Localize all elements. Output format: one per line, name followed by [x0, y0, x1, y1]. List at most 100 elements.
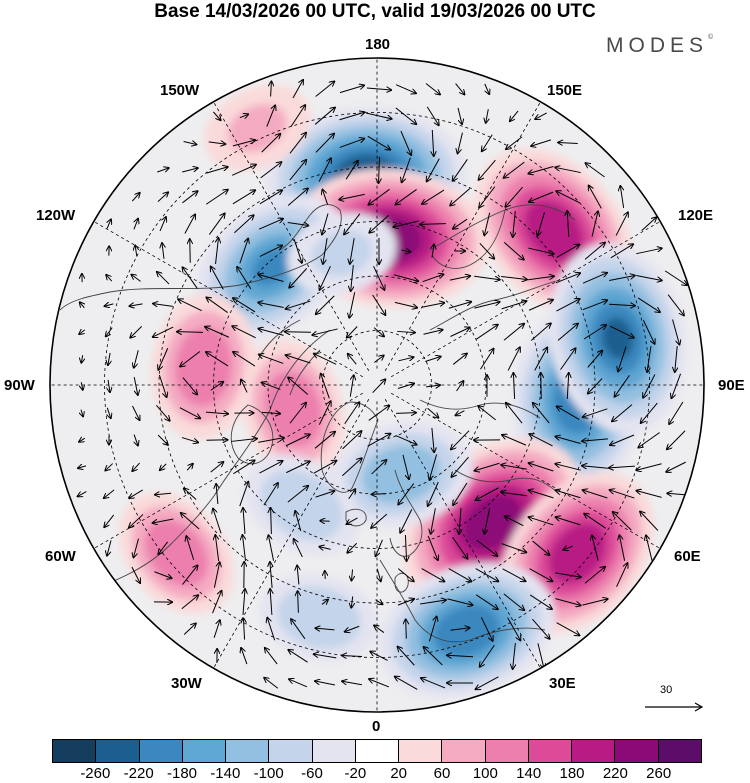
wind-vector-172: [373, 327, 384, 337]
wind-vector-30: [400, 130, 411, 155]
wind-vector-6: [425, 83, 440, 95]
wind-vector-79: [258, 219, 283, 230]
wind-vector-343: [107, 540, 112, 555]
wind-vector-56: [182, 191, 197, 204]
wind-vector-132: [528, 276, 554, 281]
wind-vector-409: [428, 617, 436, 642]
wind-vector-214: [262, 383, 281, 390]
anomaly-Caspian-high: [119, 492, 235, 615]
wind-vector-60: [287, 189, 308, 206]
wind-vector-133: [555, 273, 580, 284]
wind-vector-76: [184, 215, 195, 234]
wind-vector-67: [479, 186, 496, 208]
wind-vector-355: [427, 535, 438, 560]
wind-vector-424: [447, 655, 474, 656]
wind-vector-251: [641, 402, 658, 423]
wind-vector-52: [555, 167, 581, 174]
wind-vector-378: [502, 568, 526, 581]
wind-vector-325: [181, 513, 200, 530]
wind-vector-55: [157, 192, 168, 203]
wind-vector-196: [398, 357, 414, 362]
anomaly-contour-Mediterranean-low-2: [295, 599, 343, 636]
wind-vector-109: [503, 241, 523, 259]
wind-vector-158: [608, 304, 635, 305]
colorbar-swatch-12: [571, 739, 615, 763]
wind-vector-386: [243, 589, 245, 615]
wind-vector-326: [213, 509, 222, 534]
wind-vector-362: [619, 535, 626, 561]
wind-vector-167: [232, 326, 256, 339]
colorbar-swatch-10: [484, 739, 528, 763]
wind-vector-77: [208, 213, 224, 235]
wind-vector-401: [213, 620, 220, 638]
wind-vector-309: [348, 489, 356, 500]
wind-vector-299: [78, 491, 87, 497]
wind-vector-321: [667, 493, 685, 494]
wind-vector-26: [289, 133, 306, 154]
wind-vector-327: [243, 508, 245, 535]
colorbar-swatch-2: [138, 739, 182, 763]
anomaly-contour-Greenland-low-3: [378, 457, 424, 492]
wind-vector-348: [242, 535, 245, 561]
wind-vector-53: [586, 163, 605, 178]
wind-vector-307: [287, 486, 308, 503]
wind-vector-154: [501, 301, 527, 310]
wind-vector-239: [318, 401, 330, 425]
wind-vector-421: [370, 652, 388, 661]
wind-vector-248: [557, 406, 580, 420]
wind-vector-182: [642, 320, 654, 343]
wind-vector-119: [183, 267, 198, 289]
lon-label-0: 0: [372, 718, 381, 735]
wind-vector-328: [271, 508, 272, 535]
wind-vector-428: [264, 678, 279, 689]
wind-vector-341: [613, 512, 632, 531]
wind-vector-90: [567, 211, 569, 238]
colorbar: [52, 739, 702, 763]
colorbar-tick-label: -220: [123, 765, 154, 782]
wind-vector-92: [615, 212, 628, 236]
wind-vector-293: [529, 463, 554, 472]
colorbar-swatch-4: [225, 739, 269, 763]
wind-vector-397: [529, 594, 552, 609]
wind-vector-88: [513, 211, 516, 237]
wind-vector-102: [323, 238, 328, 264]
wind-vector-4: [366, 88, 391, 90]
wind-vector-275: [667, 430, 686, 450]
wind-vector-7: [455, 83, 465, 95]
wind-vector-108: [479, 242, 494, 258]
wind-vector-392: [397, 599, 414, 606]
wind-vector-15: [366, 112, 391, 119]
wind-vector-242: [396, 413, 416, 414]
wind-vector-245: [478, 406, 496, 421]
lon-label-90e: 90E: [718, 377, 745, 394]
wind-vector-118: [157, 272, 170, 285]
wind-vector-126: [373, 265, 385, 290]
wind-vector-423: [424, 647, 443, 666]
wind-vector-160: [667, 294, 684, 316]
wind-vector-165: [177, 332, 204, 333]
wind-vector-305: [239, 482, 248, 507]
wind-vector-301: [129, 489, 144, 498]
wind-vector-342: [640, 512, 659, 531]
wind-vector-284: [286, 461, 309, 474]
wind-vector-234: [179, 407, 200, 419]
brand-mark: ©: [708, 34, 714, 41]
wind-vector-405: [315, 628, 335, 630]
wind-vector-259: [231, 439, 257, 442]
wind-vector-391: [375, 600, 383, 605]
colorbar-swatch-3: [181, 739, 226, 763]
lon-label-30w: 30W: [171, 675, 202, 692]
wind-vector-36: [558, 143, 578, 144]
wind-vector-422: [398, 647, 415, 666]
wind-vector-314: [476, 487, 499, 500]
wind-vector-101: [293, 239, 302, 263]
wind-vector-27: [315, 134, 334, 153]
wind-vector-106: [432, 244, 434, 258]
wind-vector-18: [457, 107, 462, 124]
wind-vector-174: [423, 330, 443, 335]
wind-vector-346: [186, 536, 195, 560]
wind-vector-193: [314, 354, 337, 365]
wind-vector-381: [584, 567, 605, 584]
wind-vector-294: [555, 464, 581, 471]
